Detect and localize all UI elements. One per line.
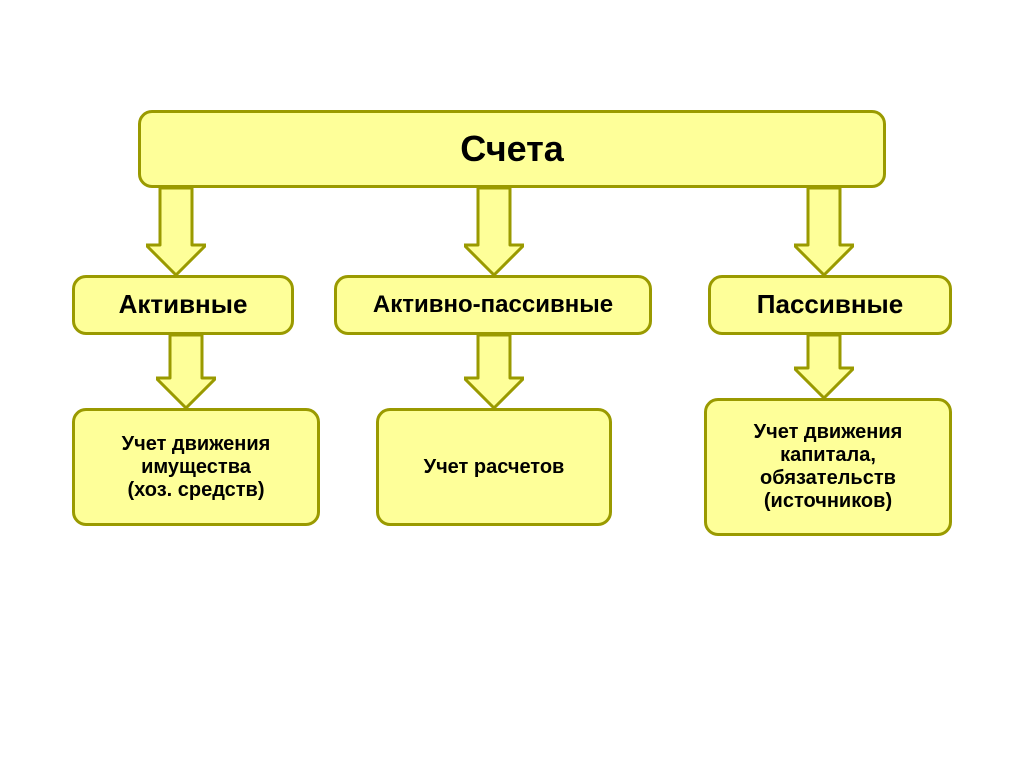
node-label: Активные	[119, 290, 248, 320]
arrow-down	[146, 188, 206, 275]
node-cat3: Пассивные	[708, 275, 952, 335]
diagram-stage: Счета Активные Активно-пассивные Пассивные У…	[0, 0, 1024, 768]
arrow-down	[156, 335, 216, 408]
arrow-down	[794, 188, 854, 275]
node-cat2: Активно-пассивные	[334, 275, 652, 335]
node-label: Учет движения капитала, обязательств (ис…	[754, 421, 903, 513]
node-desc3: Учет движения капитала, обязательств (ис…	[704, 398, 952, 536]
node-label: Учет движения имущества (хоз. средств)	[122, 433, 271, 502]
node-root: Счета	[138, 110, 886, 188]
node-label: Учет расчетов	[424, 456, 565, 479]
arrow-down	[464, 188, 524, 275]
node-label: Пассивные	[757, 290, 903, 320]
arrow-down	[794, 335, 854, 398]
node-label: Счета	[460, 128, 564, 169]
node-desc2: Учет расчетов	[376, 408, 612, 526]
node-label: Активно-пассивные	[373, 291, 613, 319]
arrow-down	[464, 335, 524, 408]
node-cat1: Активные	[72, 275, 294, 335]
node-desc1: Учет движения имущества (хоз. средств)	[72, 408, 320, 526]
